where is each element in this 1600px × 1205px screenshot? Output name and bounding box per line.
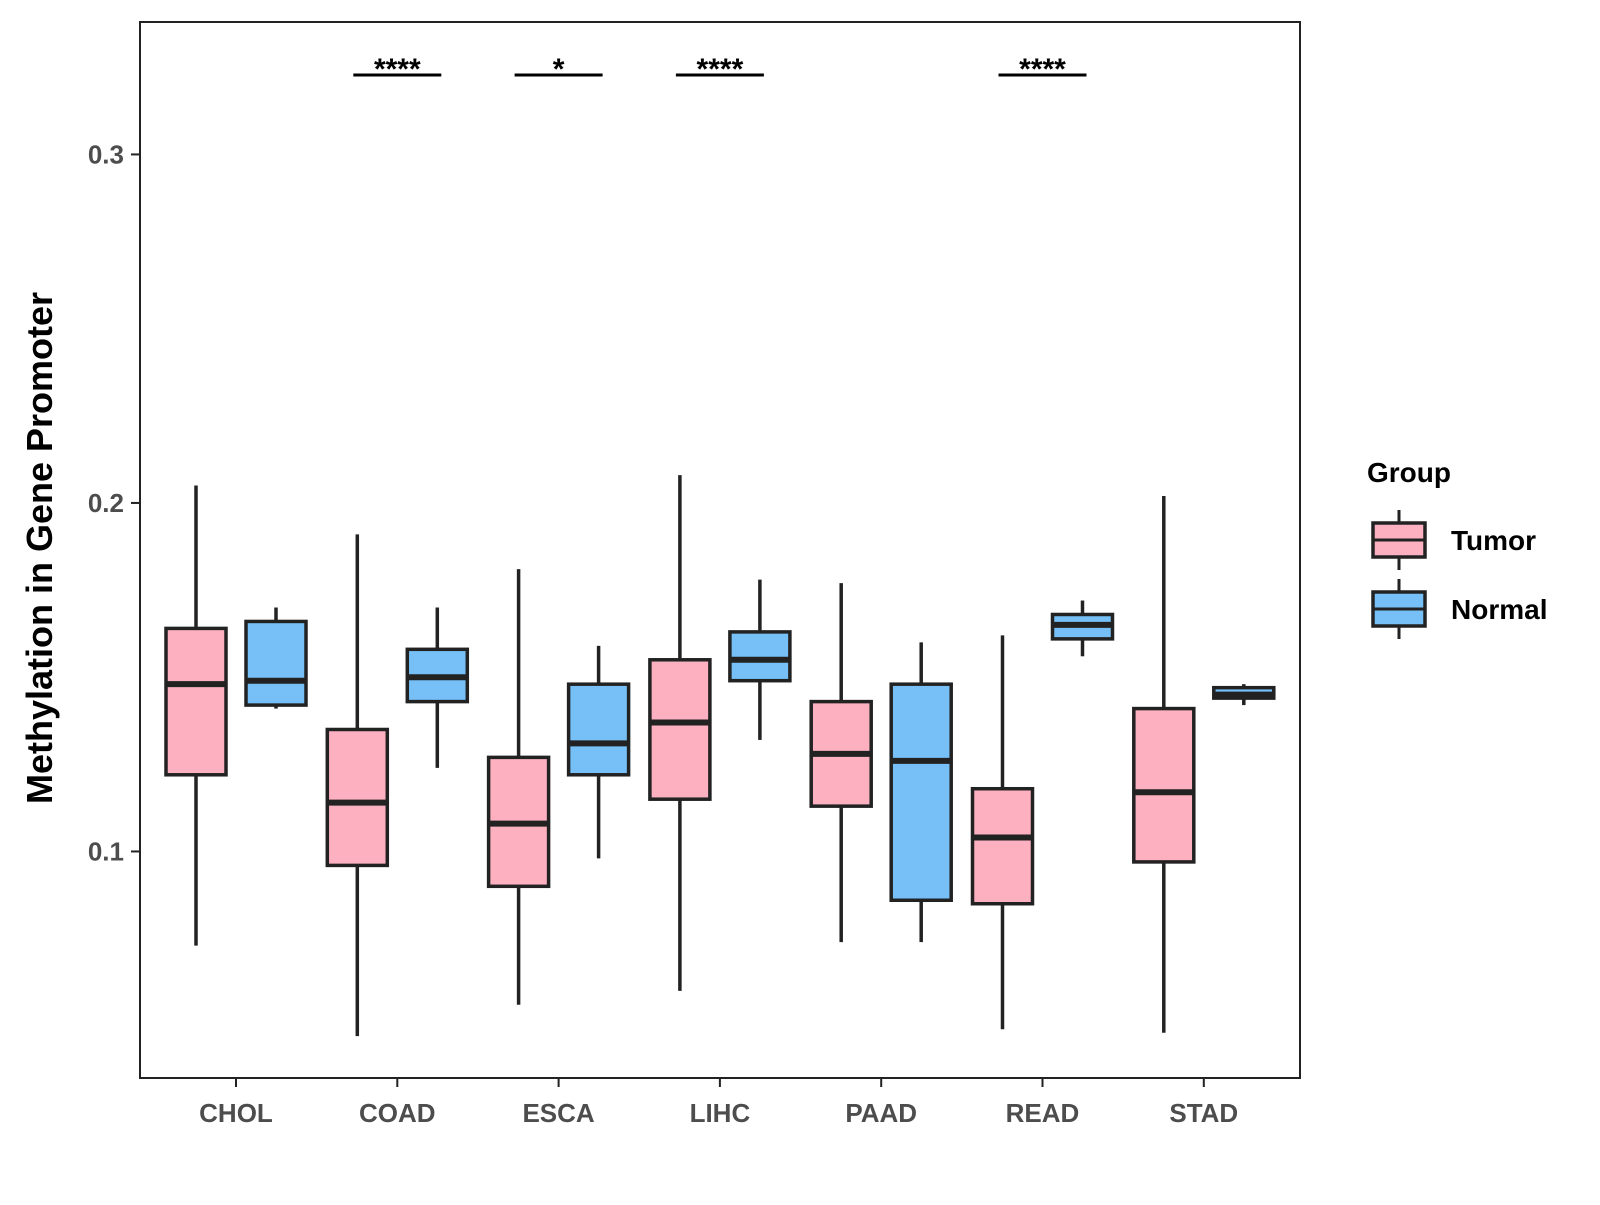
box-tumor-coad — [325, 534, 390, 1037]
y-axis-title: Methylation in Gene Promoter — [19, 292, 60, 804]
x-tick-label-chol: CHOL — [199, 1098, 273, 1128]
box-tumor-lihc — [648, 475, 712, 991]
legend-item-tumor: Tumor — [1371, 510, 1536, 570]
significance-label-esca: * — [553, 53, 565, 86]
legend-label-tumor: Tumor — [1451, 525, 1536, 556]
x-tick-label-paad: PAAD — [845, 1098, 917, 1128]
y-tick-label-0.2: 0.2 — [88, 488, 124, 518]
box-tumor-chol — [164, 485, 228, 946]
box-tumor-paad — [809, 583, 873, 943]
legend-label-normal: Normal — [1451, 594, 1547, 625]
box-normal-stad — [1212, 684, 1276, 706]
box-normal-read — [1050, 600, 1115, 657]
box-normal-coad — [405, 607, 470, 768]
legend-title: Group — [1367, 457, 1451, 488]
axes: 0.1 0.2 0.3 CHOL COAD ESCA LIHC PAAD READ STAD — [88, 139, 1238, 1128]
box-normal-chol — [244, 607, 308, 709]
plot-panel — [139, 21, 1301, 1079]
plot-panel-border — [139, 21, 1301, 1079]
x-tick-label-coad: COAD — [359, 1098, 436, 1128]
x-tick-label-read: READ — [1006, 1098, 1080, 1128]
boxplot-marks — [164, 475, 1276, 1037]
iqr-box-tumor-chol — [164, 626, 228, 777]
significance-label-coad: **** — [374, 53, 421, 86]
iqr-box-tumor-lihc — [648, 658, 712, 801]
box-normal-paad — [889, 642, 953, 943]
box-tumor-esca — [486, 569, 551, 1005]
iqr-box-tumor-coad — [325, 727, 390, 868]
iqr-box-normal-esca — [566, 682, 631, 777]
y-tick-label-0.3: 0.3 — [88, 139, 124, 169]
x-tick-label-esca: ESCA — [522, 1098, 594, 1128]
legend: Group Tumor Normal — [1367, 457, 1547, 639]
box-normal-esca — [566, 645, 631, 859]
x-tick-label-stad: STAD — [1169, 1098, 1238, 1128]
x-tick-label-lihc: LIHC — [690, 1098, 751, 1128]
box-normal-lihc — [728, 579, 792, 740]
iqr-box-normal-lihc — [728, 630, 792, 683]
significance-label-lihc: **** — [697, 53, 744, 86]
legend-item-normal: Normal — [1371, 579, 1547, 639]
y-tick-label-0.1: 0.1 — [88, 836, 124, 866]
iqr-box-tumor-read — [970, 786, 1035, 906]
iqr-box-normal-paad — [889, 682, 953, 903]
iqr-box-normal-chol — [244, 619, 308, 707]
significance-label-read: **** — [1019, 53, 1066, 86]
box-tumor-read — [970, 635, 1035, 1030]
iqr-box-tumor-stad — [1132, 706, 1196, 864]
box-tumor-stad — [1132, 495, 1196, 1033]
significance-annotations: **** * **** **** — [353, 53, 1087, 86]
